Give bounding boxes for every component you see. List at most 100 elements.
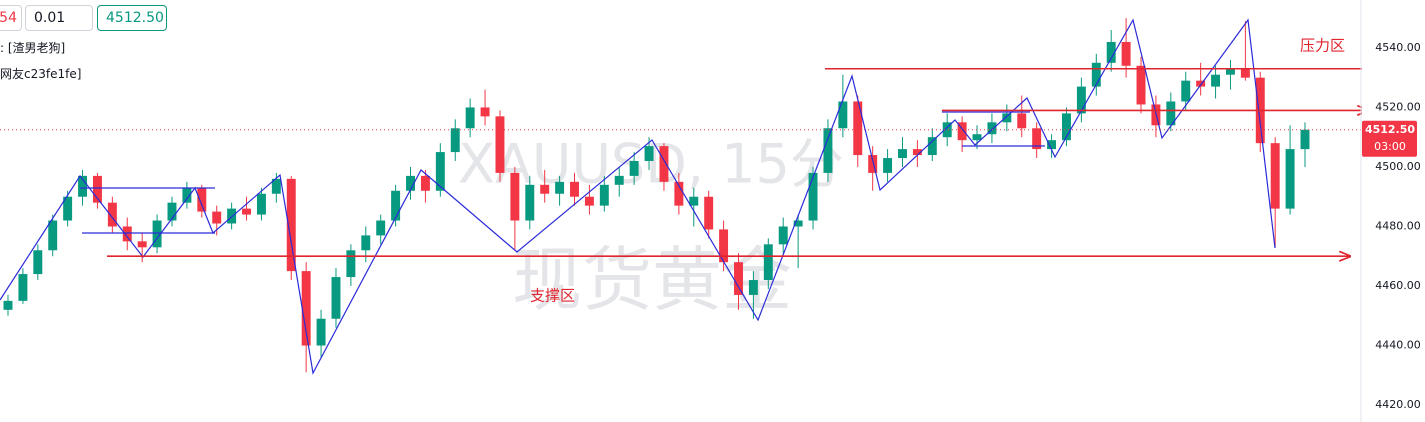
candle-body	[391, 190, 401, 221]
candle-body	[629, 161, 639, 176]
candle-body	[912, 149, 922, 156]
candle-body	[361, 235, 371, 251]
candle-body	[748, 280, 758, 295]
candle-body	[793, 220, 803, 227]
price-axis: 4420.00 4440.00 4460.00 4480.00 4500.00 4520.…	[1360, 0, 1425, 422]
candle-body	[420, 175, 430, 191]
candle-body	[197, 187, 207, 212]
candle-body	[18, 274, 28, 301]
candle-body	[674, 181, 684, 206]
candle-body	[1076, 86, 1086, 114]
watermark-symbol: XAUUSD, 15分	[458, 133, 844, 196]
y-tick-label: 4440.00	[1375, 339, 1421, 352]
candle-body	[1285, 149, 1295, 209]
candle-body	[987, 122, 997, 135]
candle-body	[212, 211, 222, 224]
candle-body	[972, 134, 982, 141]
candle-body	[883, 158, 893, 173]
candle-body	[1196, 80, 1206, 87]
candle-body	[808, 172, 818, 221]
candle-body	[942, 122, 952, 138]
watermark-name: 现货黄金	[512, 239, 792, 321]
candle-body	[734, 262, 743, 295]
candle-body	[584, 196, 594, 206]
candle-body	[868, 155, 878, 173]
candle-body	[1181, 80, 1191, 102]
candle-body	[1240, 68, 1250, 78]
candle-body	[376, 220, 386, 236]
candle-body	[182, 187, 192, 203]
last-price-label: 4512.50	[1365, 123, 1415, 136]
candle-body	[480, 107, 490, 117]
axis-bg	[1362, 0, 1425, 422]
candle-body	[1270, 143, 1280, 209]
candle-body	[1106, 41, 1116, 63]
candle-body	[316, 318, 326, 346]
candle-body	[256, 193, 266, 215]
candle-body	[242, 208, 252, 215]
candle-body	[286, 178, 296, 272]
candle-body	[659, 146, 669, 182]
candle-body	[92, 175, 102, 203]
candle-body	[838, 101, 848, 129]
candle-body	[346, 250, 356, 278]
y-tick-label: 4520.00	[1375, 100, 1421, 113]
candle-body	[719, 229, 729, 263]
candle-body	[301, 271, 311, 346]
candle-body	[78, 175, 88, 197]
candle-body	[763, 244, 773, 281]
candle-body	[1166, 101, 1176, 126]
resistance-label: 压力区	[1300, 37, 1345, 55]
candle-body	[1136, 65, 1146, 105]
candle-body	[704, 196, 714, 230]
candle-body	[122, 226, 132, 242]
candle-body	[137, 241, 147, 248]
legend-line: : [渣男老狗]	[0, 41, 66, 55]
candle-body	[63, 196, 73, 221]
candle-body	[555, 181, 565, 194]
zigzag-drawing	[0, 18, 1276, 375]
candle-body	[689, 196, 699, 206]
candle-body	[495, 116, 505, 173]
candle-body	[1047, 140, 1057, 150]
candle-body	[1002, 113, 1012, 123]
last-price-box	[1362, 120, 1417, 157]
candle-body	[152, 220, 162, 248]
candle-body	[599, 184, 609, 206]
candle-body	[644, 146, 654, 162]
candle-body	[331, 277, 341, 319]
candle-body	[1032, 128, 1042, 150]
candle-body	[1061, 113, 1071, 141]
candle-body	[3, 300, 13, 310]
candle-body	[614, 175, 624, 185]
candle-body	[1300, 129, 1310, 150]
candle-body	[1225, 68, 1235, 75]
quantity-input[interactable]: 0.01	[25, 5, 93, 31]
candle-body	[957, 122, 967, 141]
candle-body	[271, 178, 281, 194]
y-tick-label: 4480.00	[1375, 219, 1421, 232]
candle-body	[898, 149, 907, 159]
candle-body	[450, 128, 460, 153]
candle-body	[465, 107, 475, 129]
candle-body	[853, 101, 863, 156]
candle-body	[227, 208, 237, 224]
candle-body	[107, 202, 117, 227]
sell-price[interactable]: 54	[0, 5, 22, 31]
candle-body	[1017, 113, 1027, 129]
candle-body	[927, 137, 937, 156]
buy-price[interactable]: 4512.50	[97, 5, 167, 31]
candle-body	[1091, 62, 1101, 87]
y-tick-label: 4460.00	[1375, 279, 1421, 292]
support-label: 支撑区	[530, 287, 575, 305]
candle-body	[778, 226, 788, 245]
candle-body	[48, 220, 58, 251]
candle-body	[435, 152, 445, 191]
candle-body	[406, 175, 415, 191]
candle-body	[525, 184, 535, 221]
y-tick-label: 4540.00	[1375, 41, 1421, 54]
candle-body	[510, 172, 520, 221]
candle-body	[823, 128, 833, 173]
